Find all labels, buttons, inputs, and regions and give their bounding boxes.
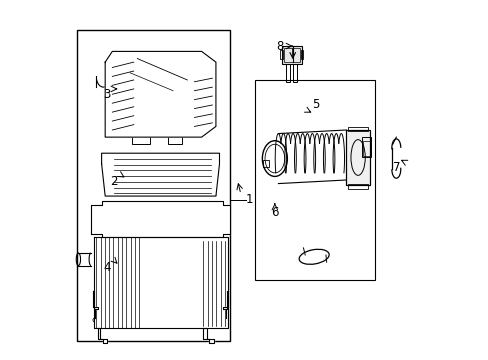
- Bar: [285, 64, 289, 82]
- Bar: [347, 127, 367, 131]
- Bar: [346, 130, 369, 185]
- Polygon shape: [98, 328, 107, 342]
- Bar: [263, 160, 268, 167]
- Polygon shape: [102, 153, 219, 196]
- Bar: [107, 243, 214, 319]
- Text: 1: 1: [245, 193, 253, 206]
- Text: 4: 4: [103, 261, 110, 274]
- Bar: [346, 130, 369, 185]
- Bar: [363, 141, 369, 156]
- Bar: [362, 137, 370, 157]
- Text: 2: 2: [110, 175, 118, 188]
- Bar: [292, 64, 296, 82]
- Bar: [110, 156, 216, 195]
- Bar: [132, 135, 149, 144]
- Text: 5: 5: [312, 99, 319, 112]
- Polygon shape: [93, 291, 98, 309]
- Bar: [167, 135, 182, 144]
- Polygon shape: [91, 202, 230, 237]
- Polygon shape: [223, 291, 228, 309]
- Bar: [77, 30, 230, 341]
- Text: 8: 8: [276, 40, 284, 53]
- Bar: [255, 80, 374, 280]
- Polygon shape: [203, 328, 214, 342]
- Polygon shape: [94, 237, 228, 328]
- Text: 6: 6: [270, 206, 278, 219]
- Polygon shape: [105, 51, 216, 137]
- Text: 7: 7: [392, 161, 399, 174]
- Bar: [347, 184, 367, 189]
- Bar: [282, 46, 301, 64]
- Text: 3: 3: [103, 88, 110, 101]
- Bar: [283, 48, 299, 62]
- Bar: [300, 50, 303, 59]
- Bar: [280, 50, 283, 59]
